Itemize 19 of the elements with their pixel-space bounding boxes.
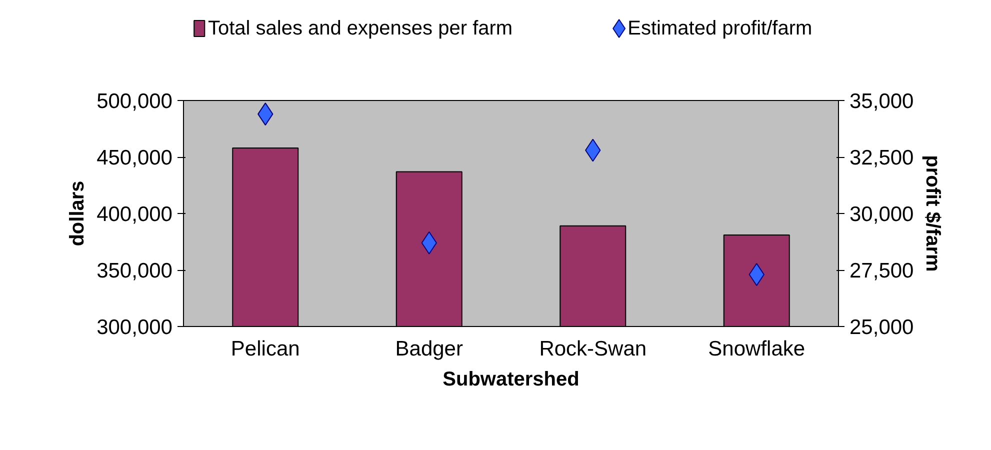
y2-tick-label: 25,000	[850, 316, 914, 339]
y-tick-label: 450,000	[96, 146, 173, 170]
x-axis-title: Subwatershed	[442, 368, 580, 390]
y-tick-label: 400,000	[96, 203, 173, 226]
y2-tick-label: 30,000	[850, 203, 914, 226]
y-tick-label: 350,000	[96, 260, 173, 282]
y-tick-label: 300,000	[96, 316, 173, 339]
x-tick-label: Badger	[395, 338, 463, 360]
y-tick-label: 500,000	[96, 90, 173, 113]
y2-axis-title: profit $/farm	[922, 155, 944, 272]
x-tick-label: Rock-Swan	[539, 338, 647, 360]
legend-label: Total sales and expenses per farm	[208, 18, 513, 40]
y2-tick-label: 35,000	[850, 90, 914, 113]
y2-tick-label: 32,500	[850, 146, 914, 170]
x-tick-label: Snowflake	[708, 338, 806, 360]
legend-label: Estimated profit/farm	[628, 18, 812, 40]
y2-tick-label: 27,500	[850, 260, 914, 282]
y-axis-title: dollars	[66, 180, 89, 246]
x-tick-label: Pelican	[230, 338, 300, 360]
